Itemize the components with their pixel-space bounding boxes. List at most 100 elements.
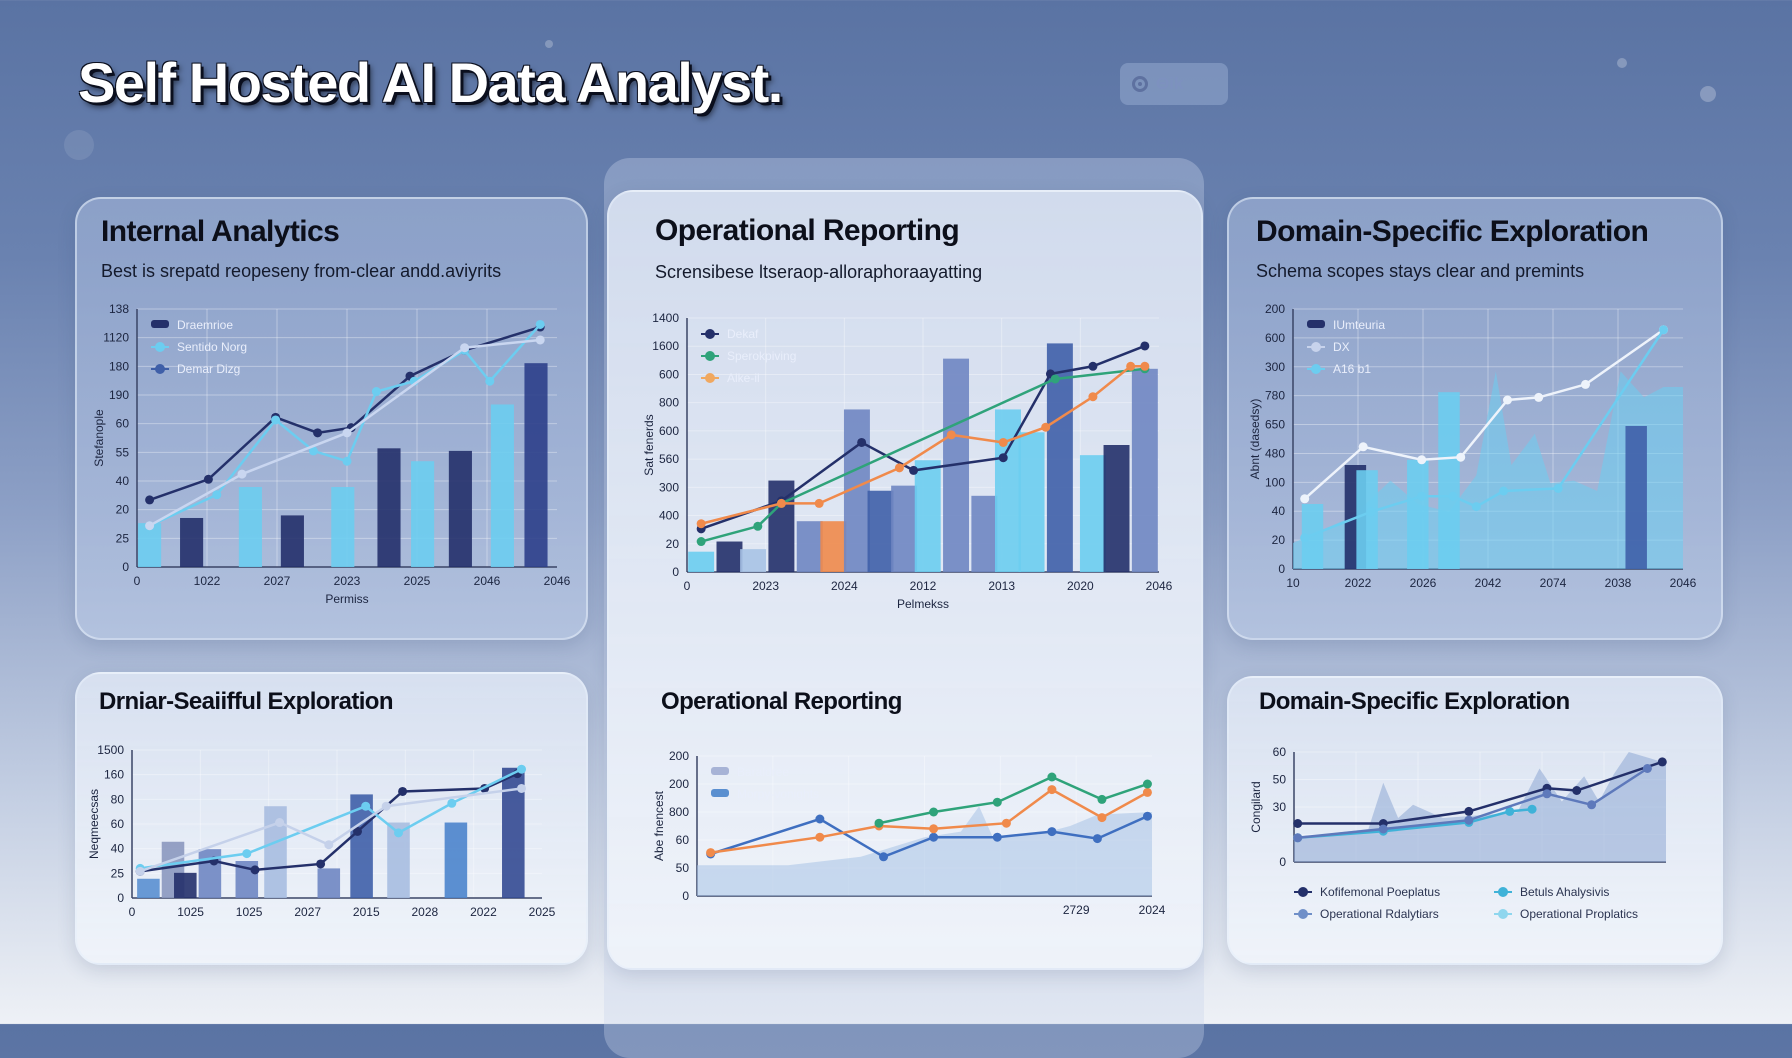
chart-domain-seaifful-bottom[interactable]: 0 25 40 60 80 160 1500 Neqmeecsas 0 1025 1025 2027 2… xyxy=(87,743,556,922)
data-point[interactable] xyxy=(1142,779,1152,789)
data-point[interactable] xyxy=(1572,786,1582,795)
data-point[interactable] xyxy=(237,469,247,479)
data-point[interactable] xyxy=(1041,422,1051,432)
data-point[interactable] xyxy=(1553,483,1563,493)
data-point[interactable] xyxy=(1142,787,1152,797)
legend-item[interactable]: Morpy-vonights xyxy=(711,787,819,801)
bar[interactable] xyxy=(820,521,847,572)
data-point[interactable] xyxy=(342,456,352,466)
bar[interactable] xyxy=(444,822,468,898)
data-point[interactable] xyxy=(815,832,825,842)
bar[interactable] xyxy=(448,450,472,567)
data-point[interactable] xyxy=(460,343,470,353)
data-point[interactable] xyxy=(1088,361,1098,371)
bar[interactable] xyxy=(137,878,160,898)
data-point[interactable] xyxy=(517,783,526,793)
legend-item[interactable]: Sentido Norg xyxy=(151,340,247,354)
data-point[interactable] xyxy=(1126,361,1136,371)
data-point[interactable] xyxy=(776,498,786,508)
data-point[interactable] xyxy=(1140,361,1150,371)
bar[interactable] xyxy=(1103,445,1130,572)
data-point[interactable] xyxy=(1581,379,1590,389)
data-point[interactable] xyxy=(814,498,824,508)
data-point[interactable] xyxy=(1642,764,1652,773)
legend-item[interactable]: Operational Proplatics xyxy=(1494,907,1638,921)
data-point[interactable] xyxy=(381,801,391,811)
data-point[interactable] xyxy=(275,818,285,828)
legend-item[interactable]: Draemrioe xyxy=(151,318,233,332)
bar[interactable] xyxy=(411,461,435,567)
data-point[interactable] xyxy=(271,415,281,425)
data-point[interactable] xyxy=(929,824,939,834)
data-point[interactable] xyxy=(250,865,260,875)
bar[interactable] xyxy=(891,485,918,572)
legend-item[interactable]: DX xyxy=(1307,340,1350,354)
bar[interactable] xyxy=(138,523,162,567)
data-point[interactable] xyxy=(1471,502,1481,512)
data-point[interactable] xyxy=(308,446,318,456)
bar[interactable] xyxy=(740,549,767,572)
bar[interactable] xyxy=(238,487,262,567)
bar[interactable] xyxy=(1356,470,1378,569)
data-point[interactable] xyxy=(1527,804,1537,814)
data-point[interactable] xyxy=(203,474,213,484)
data-point[interactable] xyxy=(212,490,222,500)
data-point[interactable] xyxy=(342,428,352,438)
data-point[interactable] xyxy=(145,495,155,505)
data-point[interactable] xyxy=(706,848,716,858)
data-point[interactable] xyxy=(1448,491,1458,501)
legend-item[interactable]: Alke-il xyxy=(701,371,760,385)
bar[interactable] xyxy=(867,490,894,572)
legend-item[interactable]: Sperokpiving xyxy=(701,349,796,363)
bar[interactable] xyxy=(264,806,287,898)
legend-item[interactable]: IUmteuria xyxy=(1307,318,1385,332)
bar[interactable] xyxy=(1301,504,1324,569)
data-point[interactable] xyxy=(998,437,1008,447)
bar[interactable] xyxy=(174,872,197,898)
bar[interactable] xyxy=(524,363,548,567)
data-point[interactable] xyxy=(316,859,326,869)
data-point[interactable] xyxy=(1378,824,1388,834)
data-point[interactable] xyxy=(324,840,334,850)
legend-item[interactable]: Kofifemonal Poeplatus xyxy=(1294,885,1440,899)
data-point[interactable] xyxy=(394,828,403,838)
bar[interactable] xyxy=(1018,432,1045,572)
data-point[interactable] xyxy=(929,832,939,842)
data-point[interactable] xyxy=(1097,813,1107,823)
data-point[interactable] xyxy=(894,463,904,473)
data-point[interactable] xyxy=(1657,757,1667,767)
data-point[interactable] xyxy=(1140,341,1150,351)
data-point[interactable] xyxy=(517,764,526,774)
bar[interactable] xyxy=(796,521,823,572)
data-point[interactable] xyxy=(946,430,956,440)
header-pill-button[interactable]: Θik xyxy=(1120,63,1228,105)
bar[interactable] xyxy=(914,460,941,572)
data-point[interactable] xyxy=(1464,806,1474,816)
data-point[interactable] xyxy=(753,521,763,531)
data-point[interactable] xyxy=(1300,533,1310,543)
bar[interactable] xyxy=(1131,368,1158,572)
chart-domain-specific-top[interactable]: 0 20 40 100 480 650 780 300 600 200 Abnt (dasedsy)… xyxy=(1248,302,1697,593)
data-point[interactable] xyxy=(1293,833,1303,843)
data-point[interactable] xyxy=(879,852,889,862)
legend-item[interactable]: Baraldree xyxy=(711,765,789,779)
data-point[interactable] xyxy=(1503,395,1512,405)
data-point[interactable] xyxy=(1534,392,1544,402)
data-point[interactable] xyxy=(857,437,867,447)
bar[interactable] xyxy=(502,767,525,898)
data-point[interactable] xyxy=(1047,785,1057,795)
data-point[interactable] xyxy=(1417,491,1427,501)
bar[interactable] xyxy=(280,515,304,567)
legend-item[interactable]: Operational Rdalytiars xyxy=(1294,907,1439,921)
data-point[interactable] xyxy=(1097,794,1107,804)
data-point[interactable] xyxy=(929,807,939,817)
chart-domain-specific-bottom[interactable]: 0 30 50 60 Congilard Kofifemonal Poeplatus Bet… xyxy=(1249,745,1667,921)
data-point[interactable] xyxy=(535,335,545,345)
data-point[interactable] xyxy=(1542,789,1552,799)
data-point[interactable] xyxy=(1464,815,1474,825)
bar[interactable] xyxy=(331,487,355,567)
data-point[interactable] xyxy=(1505,806,1515,816)
legend-item[interactable]: A16 b1 xyxy=(1307,362,1371,376)
data-point[interactable] xyxy=(535,319,545,329)
data-point[interactable] xyxy=(992,797,1002,807)
